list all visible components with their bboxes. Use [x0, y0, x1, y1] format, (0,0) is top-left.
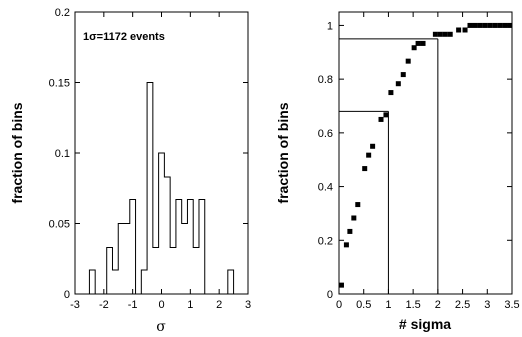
data-point	[366, 152, 372, 158]
data-point	[415, 40, 421, 46]
x-tick-label: 2.5	[455, 299, 470, 311]
data-point	[497, 22, 503, 28]
data-point	[456, 27, 462, 33]
y-tick-label: 0.15	[49, 78, 70, 90]
histogram-y-axis-label: fraction of bins	[9, 102, 25, 203]
data-point	[462, 27, 468, 33]
cumulative-points	[338, 22, 513, 288]
data-point	[492, 22, 498, 28]
histogram-steps	[88, 82, 235, 295]
data-point	[411, 45, 417, 51]
x-tick-label: 0	[336, 299, 342, 311]
data-point	[472, 22, 478, 28]
data-point	[507, 22, 513, 28]
x-tick-label: 2	[216, 299, 222, 311]
x-tick-label: 1	[385, 299, 391, 311]
y-tick-label: 1	[327, 20, 333, 32]
data-point	[370, 143, 376, 149]
histogram-x-axis-label: σ	[156, 319, 166, 335]
data-point	[347, 228, 353, 234]
histogram-annotation: 1σ=1172 events	[83, 31, 165, 43]
cumulative-x-ticks: 0 0.5 1 1.5 2 2.5 3 3.5	[336, 12, 520, 311]
cumulative-y-ticks: 0 0.2 0.4 0.6 0.8 1	[318, 20, 512, 301]
y-tick-label: 0.1	[55, 148, 70, 160]
data-point	[502, 22, 508, 28]
y-tick-label: 0.2	[55, 7, 70, 19]
cumulative-chart: 0 0.5 1 1.5 2 2.5 3 3.5 00.20.40.60.81 # sigma …	[275, 11, 520, 332]
data-point	[405, 58, 411, 64]
data-point	[447, 31, 453, 37]
y-tick-label: 0.6	[318, 128, 333, 140]
x-tick-label: 2	[435, 299, 441, 311]
x-tick-label: 3	[484, 299, 490, 311]
y-tick-label: 0.2	[318, 235, 333, 247]
x-tick-label: 3	[245, 299, 251, 311]
x-tick-label: 1	[187, 299, 193, 311]
x-tick-label: -2	[99, 299, 109, 311]
x-tick-label: 0.5	[356, 299, 371, 311]
data-point	[487, 22, 493, 28]
data-point	[400, 72, 406, 78]
data-point	[355, 202, 361, 208]
cumulative-y-axis-label: fraction of bins	[275, 102, 291, 203]
cumulative-x-axis-label: # sigma	[399, 316, 451, 332]
data-point	[482, 22, 488, 28]
data-point	[388, 90, 394, 96]
data-point	[378, 116, 384, 122]
x-tick-label: 3.5	[504, 299, 519, 311]
data-point	[467, 22, 473, 28]
y-tick-label: 0.05	[49, 219, 70, 231]
data-point	[432, 31, 438, 37]
cumulative-reference-lines	[339, 38, 439, 294]
data-point	[477, 22, 483, 28]
data-point	[343, 242, 349, 248]
x-tick-label: -3	[70, 299, 80, 311]
data-point	[395, 81, 401, 87]
data-point	[437, 31, 443, 37]
y-tick-label: 0.8	[318, 74, 333, 86]
data-point	[362, 166, 368, 172]
y-tick-label: 0	[327, 289, 333, 301]
histogram-y-ticks: 0 0.05 0.1 0.15 0.2	[49, 7, 248, 301]
data-point	[442, 31, 448, 37]
x-tick-label: 1.5	[405, 299, 420, 311]
x-tick-label: 0	[158, 299, 164, 311]
data-point	[383, 112, 389, 118]
histogram-chart: -3 -2 -1 0 1 2 3 0 0.05 0.1 0.15 0.2 1σ=1172 event…	[9, 7, 251, 335]
data-point	[351, 215, 357, 221]
histogram-x-ticks: -3 -2 -1 0 1 2 3	[70, 12, 251, 311]
x-tick-label: -1	[128, 299, 138, 311]
data-point	[420, 40, 426, 46]
y-tick-label: 0	[64, 289, 70, 301]
cumulative-frame	[338, 11, 513, 295]
data-point	[338, 282, 344, 288]
y-tick-label: 0.4	[318, 182, 333, 194]
